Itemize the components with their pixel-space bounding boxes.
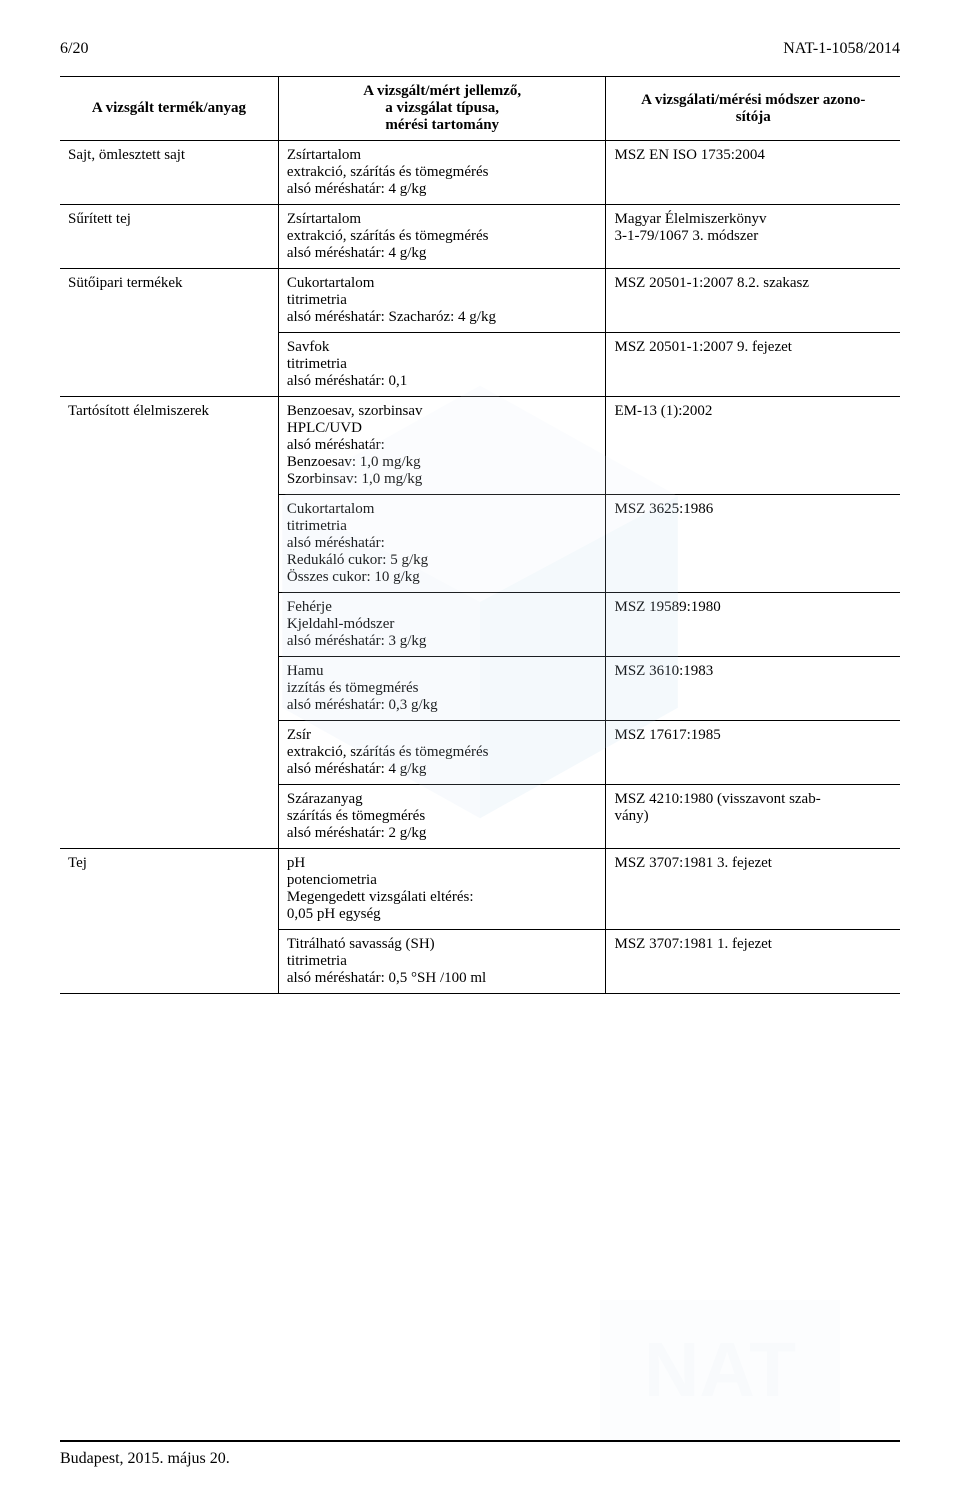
col-header-method-l1: A vizsgálati/mérési módszer azono- xyxy=(641,92,865,108)
cell-method: MSZ 20501-1:2007 8.2. szakasz xyxy=(606,269,900,333)
cell-product xyxy=(60,593,278,657)
cell-method: MSZ 4210:1980 (visszavont szab-vány) xyxy=(606,785,900,849)
cell-property: FehérjeKjeldahl-módszeralsó méréshatár: … xyxy=(278,593,606,657)
cell-property: Titrálható savasság (SH)titrimetriaalsó … xyxy=(278,930,606,994)
cell-product xyxy=(60,930,278,994)
cell-product xyxy=(60,785,278,849)
cell-product: Sütőipari termékek xyxy=(60,269,278,333)
cell-property: Zsírtartalomextrakció, szárítás és tömeg… xyxy=(278,141,606,205)
table-row: Zsírextrakció, szárítás és tömegmérésals… xyxy=(60,721,900,785)
cell-product: Tej xyxy=(60,849,278,930)
cell-product: Sűrített tej xyxy=(60,205,278,269)
page: 6/20 NAT-1-1058/2014 A vizsgált termék/a… xyxy=(0,0,960,1504)
table-row: Sűrített tejZsírtartalomextrakció, szárí… xyxy=(60,205,900,269)
cell-property: pHpotenciometriaMegengedett vizsgálati e… xyxy=(278,849,606,930)
cell-property: Cukortartalomtitrimetriaalsó méréshatár:… xyxy=(278,495,606,593)
cell-method: EM-13 (1):2002 xyxy=(606,397,900,495)
table-row: Tartósított élelmiszerekBenzoesav, szorb… xyxy=(60,397,900,495)
table-row: Sütőipari termékekCukortartalomtitrimetr… xyxy=(60,269,900,333)
table-row: FehérjeKjeldahl-módszeralsó méréshatár: … xyxy=(60,593,900,657)
page-header: 6/20 NAT-1-1058/2014 xyxy=(60,40,900,58)
cell-property: Benzoesav, szorbinsavHPLC/UVDalsó mérésh… xyxy=(278,397,606,495)
table-header-row: A vizsgált termék/anyag A vizsgált/mért … xyxy=(60,77,900,141)
svg-text:NAT: NAT xyxy=(644,1327,796,1413)
table-body: Sajt, ömlesztett sajtZsírtartalomextrakc… xyxy=(60,141,900,994)
cell-property: Cukortartalomtitrimetriaalsó méréshatár:… xyxy=(278,269,606,333)
cell-method: Magyar Élelmiszerkönyv3-1-79/1067 3. mód… xyxy=(606,205,900,269)
cell-product xyxy=(60,495,278,593)
table-row: Savfoktitrimetriaalsó méréshatár: 0,1MSZ… xyxy=(60,333,900,397)
col-header-method-l2: sítója xyxy=(736,109,771,125)
cell-method: MSZ 17617:1985 xyxy=(606,721,900,785)
table-row: Cukortartalomtitrimetriaalsó méréshatár:… xyxy=(60,495,900,593)
cell-product: Tartósított élelmiszerek xyxy=(60,397,278,495)
table-row: Titrálható savasság (SH)titrimetriaalsó … xyxy=(60,930,900,994)
col-header-product: A vizsgált termék/anyag xyxy=(60,77,278,141)
table-row: Sajt, ömlesztett sajtZsírtartalomextrakc… xyxy=(60,141,900,205)
table-row: Hamuizzítás és tömegmérésalsó méréshatár… xyxy=(60,657,900,721)
cell-product: Sajt, ömlesztett sajt xyxy=(60,141,278,205)
methods-table: A vizsgált termék/anyag A vizsgált/mért … xyxy=(60,76,900,994)
col-header-property-l1: A vizsgált/mért jellemző, xyxy=(363,83,521,99)
cell-method: MSZ EN ISO 1735:2004 xyxy=(606,141,900,205)
nat-logo-icon: NAT xyxy=(600,1300,840,1444)
col-header-property-l3: mérési tartomány xyxy=(385,117,499,133)
cell-property: Savfoktitrimetriaalsó méréshatár: 0,1 xyxy=(278,333,606,397)
page-number: 6/20 xyxy=(60,40,88,58)
cell-product xyxy=(60,657,278,721)
footer-text: Budapest, 2015. május 20. xyxy=(60,1450,230,1467)
page-footer: Budapest, 2015. május 20. xyxy=(60,1440,900,1468)
cell-method: MSZ 20501-1:2007 9. fejezet xyxy=(606,333,900,397)
cell-method: MSZ 3707:1981 3. fejezet xyxy=(606,849,900,930)
cell-property: Szárazanyagszárítás és tömegmérésalsó mé… xyxy=(278,785,606,849)
cell-method: MSZ 19589:1980 xyxy=(606,593,900,657)
document-id: NAT-1-1058/2014 xyxy=(783,40,900,58)
col-header-property-l2: a vizsgálat típusa, xyxy=(385,100,499,116)
col-header-method: A vizsgálati/mérési módszer azono- sítój… xyxy=(606,77,900,141)
cell-property: Zsírtartalomextrakció, szárítás és tömeg… xyxy=(278,205,606,269)
table-row: Szárazanyagszárítás és tömegmérésalsó mé… xyxy=(60,785,900,849)
col-header-property: A vizsgált/mért jellemző, a vizsgálat tí… xyxy=(278,77,606,141)
cell-property: Zsírextrakció, szárítás és tömegmérésals… xyxy=(278,721,606,785)
table-row: TejpHpotenciometriaMegengedett vizsgálat… xyxy=(60,849,900,930)
cell-method: MSZ 3610:1983 xyxy=(606,657,900,721)
col-header-product-text: A vizsgált termék/anyag xyxy=(92,100,246,116)
cell-method: MSZ 3625:1986 xyxy=(606,495,900,593)
cell-product xyxy=(60,333,278,397)
cell-method: MSZ 3707:1981 1. fejezet xyxy=(606,930,900,994)
cell-product xyxy=(60,721,278,785)
cell-property: Hamuizzítás és tömegmérésalsó méréshatár… xyxy=(278,657,606,721)
